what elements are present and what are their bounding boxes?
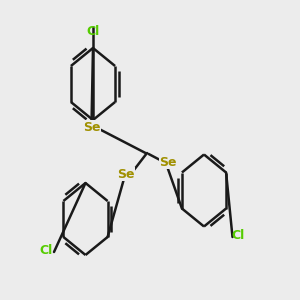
- Text: Se: Se: [83, 121, 100, 134]
- Text: Se: Se: [117, 167, 135, 181]
- Text: Cl: Cl: [232, 229, 245, 242]
- Text: Cl: Cl: [86, 25, 100, 38]
- Text: Cl: Cl: [40, 244, 53, 257]
- Text: Se: Se: [159, 155, 177, 169]
